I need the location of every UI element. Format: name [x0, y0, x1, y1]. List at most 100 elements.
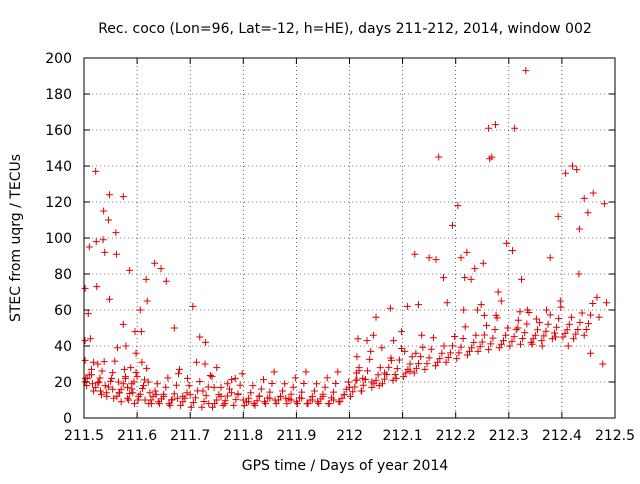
data-point: [117, 398, 125, 406]
data-point: [105, 295, 113, 303]
data-point: [210, 383, 218, 391]
data-point: [531, 331, 539, 339]
data-point: [357, 387, 365, 395]
data-point: [306, 396, 314, 404]
data-point: [317, 395, 325, 403]
data-point: [493, 314, 501, 322]
data-point: [418, 331, 426, 339]
data-point: [519, 334, 527, 342]
data-point: [476, 343, 484, 351]
data-point: [474, 347, 482, 355]
data-point: [411, 250, 419, 258]
data-point: [112, 229, 120, 237]
data-point: [276, 392, 284, 400]
data-point: [298, 388, 306, 396]
data-point: [168, 396, 176, 404]
data-point: [315, 400, 323, 408]
data-point: [304, 400, 312, 408]
data-point: [570, 335, 578, 343]
data-point: [449, 342, 457, 350]
x-tick-label: 212.3: [489, 428, 529, 444]
data-point: [208, 373, 216, 381]
data-point: [281, 380, 289, 388]
data-point: [603, 299, 611, 307]
data-point: [291, 374, 299, 382]
data-point: [454, 202, 462, 210]
data-point: [110, 394, 118, 402]
data-point: [202, 392, 210, 400]
data-point: [410, 369, 418, 377]
data-point: [321, 383, 329, 391]
data-point: [293, 400, 301, 408]
data-point: [206, 372, 214, 380]
data-point: [100, 207, 108, 215]
data-point: [419, 343, 427, 351]
data-point: [138, 358, 146, 366]
data-point: [417, 353, 425, 361]
data-point: [130, 378, 138, 386]
data-point: [136, 306, 144, 314]
data-point: [369, 331, 377, 339]
data-point: [391, 370, 399, 378]
y-axis-label: STEC from uqrg / TECUs: [8, 154, 24, 322]
data-point: [580, 194, 588, 202]
data-point: [492, 121, 500, 129]
data-series: [81, 67, 611, 411]
data-point: [423, 360, 431, 368]
data-point: [459, 334, 467, 342]
data-point: [338, 394, 346, 402]
data-point: [120, 365, 128, 373]
data-point: [192, 394, 200, 402]
data-point: [133, 373, 141, 381]
data-point: [361, 375, 369, 383]
data-point: [234, 390, 242, 398]
data-point: [506, 342, 514, 350]
data-point: [559, 333, 567, 341]
data-point: [336, 398, 344, 406]
data-point: [478, 338, 486, 346]
data-point: [544, 320, 552, 328]
data-point: [274, 396, 282, 404]
data-point: [438, 349, 446, 357]
data-point: [466, 347, 474, 355]
data-point: [325, 400, 333, 408]
data-point: [400, 373, 408, 381]
data-point: [107, 377, 115, 385]
data-point: [272, 400, 280, 408]
x-tick-label: 211.7: [170, 428, 210, 444]
data-point: [485, 124, 493, 132]
data-point: [374, 371, 382, 379]
data-point: [461, 274, 469, 282]
data-point: [485, 346, 493, 354]
data-point: [181, 394, 189, 402]
data-point: [342, 385, 350, 393]
data-point: [532, 315, 540, 323]
data-point: [201, 360, 209, 368]
data-point: [368, 383, 376, 391]
data-point: [518, 275, 526, 283]
data-point: [378, 344, 386, 352]
x-tick-label: 212.5: [595, 428, 635, 444]
data-point: [300, 379, 308, 387]
data-point: [576, 318, 584, 326]
data-point: [129, 389, 137, 397]
data-point: [142, 275, 150, 283]
data-point: [533, 326, 541, 334]
data-point: [527, 338, 535, 346]
data-point: [92, 238, 100, 246]
data-point: [556, 297, 564, 305]
data-point: [198, 403, 206, 411]
data-point: [109, 369, 117, 377]
data-point: [314, 398, 322, 406]
data-point: [529, 335, 537, 343]
data-point: [415, 360, 423, 368]
data-point: [393, 365, 401, 373]
data-point: [522, 67, 530, 75]
data-point: [230, 401, 238, 409]
data-point: [81, 356, 89, 364]
data-point: [471, 265, 479, 273]
data-point: [482, 322, 490, 330]
data-point: [491, 325, 499, 333]
